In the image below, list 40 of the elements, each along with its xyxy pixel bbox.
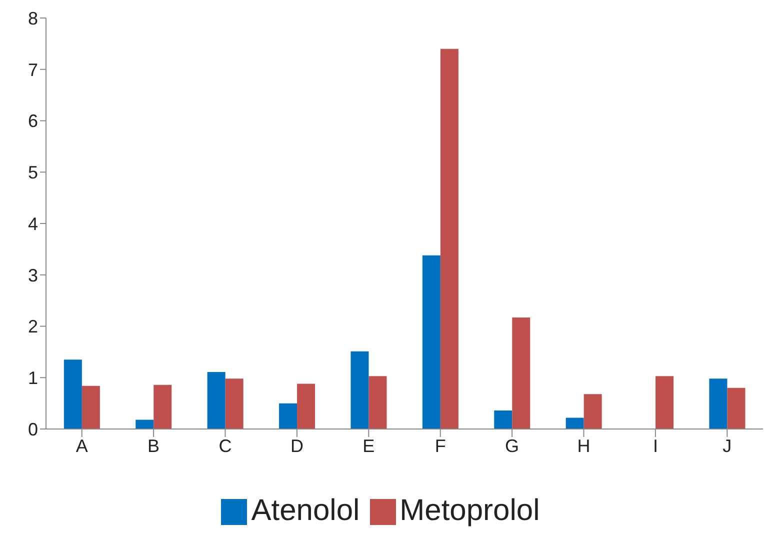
x-tick-label: I	[652, 436, 658, 456]
bar	[368, 376, 387, 429]
bar	[154, 384, 172, 429]
y-tick-label: 2	[28, 316, 38, 337]
y-tick-label: 5	[28, 162, 38, 183]
y-tick-label: 4	[28, 214, 38, 234]
bar	[584, 394, 602, 429]
bar	[82, 386, 100, 429]
y-tick-label: 7	[28, 60, 38, 80]
x-tick-label: B	[148, 436, 160, 456]
bar	[494, 410, 512, 429]
x-tick-label: H	[577, 436, 590, 456]
bar	[297, 384, 316, 429]
y-tick-label: 0	[28, 419, 38, 440]
bar	[225, 378, 244, 429]
bar	[512, 318, 530, 429]
x-tick-label: G	[505, 436, 520, 456]
y-tick-label: 6	[28, 111, 38, 132]
bar	[656, 376, 674, 429]
x-tick-label: D	[290, 436, 304, 456]
y-tick-label: 3	[28, 265, 38, 286]
bar	[709, 378, 728, 429]
x-tick-label: C	[218, 436, 232, 456]
legend-label: Metoprolol	[400, 494, 540, 527]
x-tick-label: A	[76, 436, 88, 456]
legend-label: Atenolol	[251, 494, 360, 527]
bar	[279, 403, 298, 429]
bar	[64, 360, 82, 429]
x-tick-label: F	[434, 436, 446, 456]
bar	[136, 420, 154, 429]
y-tick-label: 1	[28, 368, 38, 388]
y-tick-label: 8	[28, 8, 38, 28]
bar	[207, 372, 226, 429]
bar	[566, 418, 584, 429]
bar	[440, 48, 458, 429]
bar	[727, 388, 746, 429]
bar	[422, 255, 440, 429]
x-tick-label: J	[722, 436, 732, 456]
x-tick-label: E	[362, 436, 375, 456]
bar	[350, 351, 369, 429]
